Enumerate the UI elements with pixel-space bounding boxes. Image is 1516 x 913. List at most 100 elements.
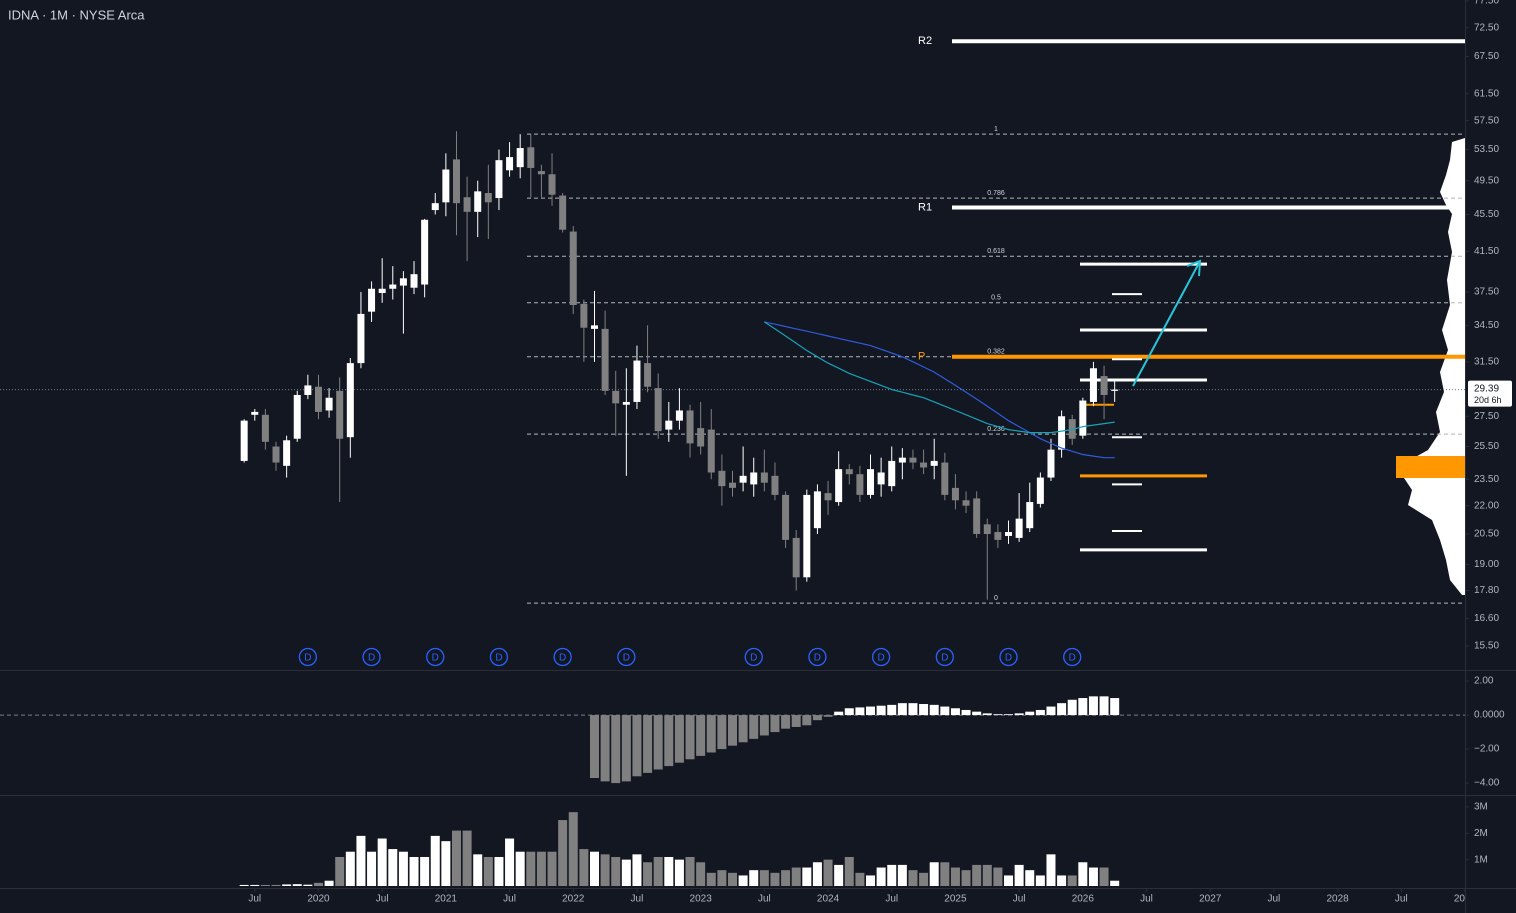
candle-body <box>920 462 928 468</box>
candle-body <box>909 457 917 463</box>
candle-body <box>665 420 673 430</box>
volume-bar <box>1088 867 1098 886</box>
candle-body <box>782 494 790 540</box>
y-tick-label: 45.50 <box>1474 209 1499 220</box>
volume-bar <box>664 856 674 886</box>
volume-bar <box>876 867 886 886</box>
histogram-bar <box>770 715 780 733</box>
y-tick-label: 37.50 <box>1474 287 1499 298</box>
volume-bar <box>759 870 769 886</box>
candle-body <box>686 410 694 444</box>
candle-body <box>612 390 620 404</box>
histogram-bar <box>834 711 844 716</box>
x-tick-label: Jul <box>1140 894 1153 905</box>
dividend-label: D <box>814 653 821 664</box>
volume-bar <box>536 851 546 886</box>
histogram-bar <box>1088 696 1098 716</box>
candle-body <box>1079 400 1087 436</box>
x-tick-label: 2023 <box>690 894 713 905</box>
volume-bar <box>494 856 504 886</box>
candle-body <box>1015 518 1023 538</box>
candle-body <box>888 460 896 487</box>
candle-body <box>633 360 641 402</box>
y-tick-label: 3M <box>1474 802 1488 813</box>
candle-body <box>304 385 312 395</box>
histogram-bar <box>982 713 992 716</box>
y-tick-label: 57.50 <box>1474 115 1499 126</box>
y-tick-label: 15.50 <box>1474 641 1499 652</box>
histogram-bar <box>993 714 1003 716</box>
volume-bar <box>632 854 642 886</box>
volume-bar <box>1035 875 1045 886</box>
candle-body <box>707 429 715 473</box>
candle-body <box>261 414 269 442</box>
candle-body <box>389 284 397 289</box>
candle-body <box>824 493 832 501</box>
histogram-bar <box>728 715 737 746</box>
volume-profile-poc <box>1396 456 1465 478</box>
y-tick-label: 2.00 <box>1474 676 1494 687</box>
candle-body <box>622 401 630 405</box>
candle-body <box>1005 532 1013 536</box>
volume-bar <box>420 856 430 886</box>
candle-body <box>399 278 407 286</box>
x-tick-label: Jul <box>1268 894 1281 905</box>
histogram-bar <box>940 706 950 716</box>
dividend-marker <box>298 647 318 667</box>
candle-body <box>410 274 418 288</box>
histogram-bar <box>802 715 812 726</box>
candle-body <box>368 288 376 312</box>
volume-bar <box>643 862 653 886</box>
histogram-bar <box>929 704 939 716</box>
volume-bar <box>388 849 398 886</box>
x-tick-label: 2025 <box>944 894 967 905</box>
candle-body <box>559 195 567 230</box>
volume-bar <box>834 864 844 886</box>
histogram-bar <box>1025 711 1035 716</box>
volume-bar <box>239 884 249 886</box>
candle-body <box>463 197 471 212</box>
candle-body <box>697 428 705 447</box>
y-tick-label: 0.0000 <box>1474 710 1505 721</box>
candle-body <box>1047 449 1055 478</box>
histogram-bar <box>717 715 727 750</box>
volume-bar <box>558 820 568 886</box>
histogram-bar <box>664 715 674 767</box>
candle-body <box>336 390 344 439</box>
fib-label: 0.236 <box>987 426 1005 433</box>
candle-body <box>898 457 906 463</box>
x-tick-label: Jul <box>376 894 389 905</box>
y-tick-label: 31.50 <box>1474 356 1499 367</box>
volume-bar <box>441 841 451 886</box>
candle-body <box>1100 376 1108 395</box>
volume-bar <box>855 872 865 886</box>
candle-body <box>994 532 1002 540</box>
volume-bar <box>282 884 292 886</box>
candle-body <box>548 174 556 195</box>
dividend-marker <box>553 647 572 667</box>
candle-body <box>644 363 652 387</box>
dividend-marker <box>871 647 891 667</box>
dividend-label: D <box>878 653 885 664</box>
candle-body <box>590 325 598 329</box>
volume-bar <box>791 867 801 886</box>
volume-bar <box>462 830 472 886</box>
candle-body <box>962 500 970 506</box>
volume-bar <box>313 882 323 886</box>
fib-label: 0.5 <box>991 295 1001 302</box>
y-tick-label: 16.60 <box>1474 613 1499 624</box>
dividend-label: D <box>941 653 948 664</box>
y-tick-label: 25.50 <box>1474 441 1499 452</box>
histogram-bar <box>632 715 642 777</box>
histogram-bar <box>812 715 822 721</box>
candle-body <box>601 328 609 391</box>
volume-bar <box>908 870 918 886</box>
y-tick-label: 2M <box>1474 828 1488 839</box>
volume-bar <box>356 835 366 886</box>
volume-bar <box>961 870 971 886</box>
volume-bar <box>749 870 759 886</box>
volume-bar <box>367 851 377 886</box>
candle-body <box>739 475 747 483</box>
candle-body <box>771 475 779 495</box>
